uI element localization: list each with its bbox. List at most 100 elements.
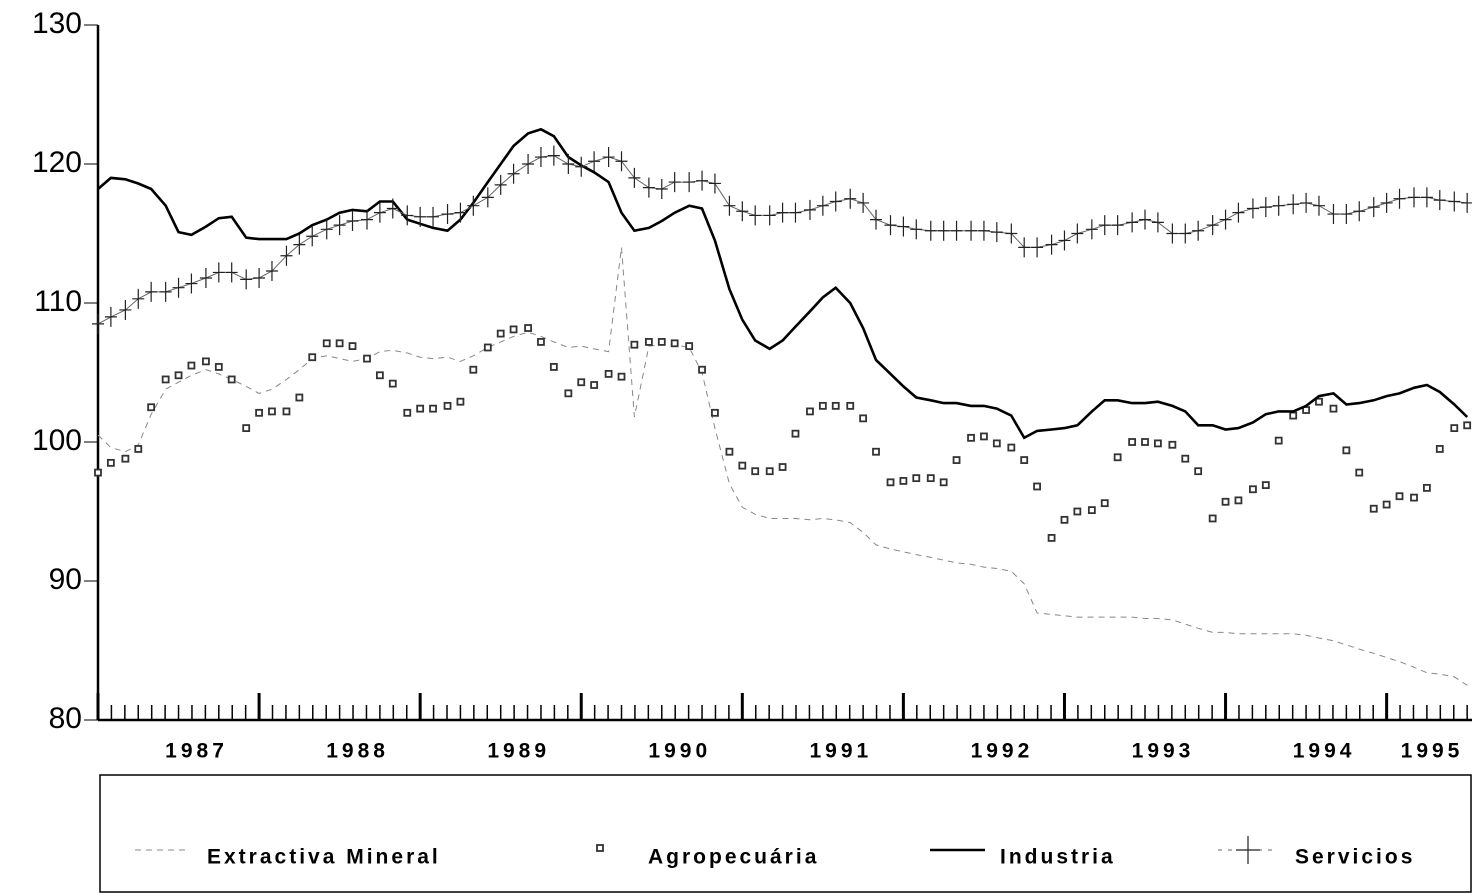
data-point (507, 163, 520, 184)
data-point (1073, 507, 1082, 516)
data-point (1206, 215, 1219, 236)
data-point (1128, 438, 1137, 446)
legend-box (99, 774, 1472, 893)
x-tick-label: 1992 (971, 740, 1034, 763)
data-point (831, 401, 840, 410)
data-point (509, 325, 518, 334)
data-point (872, 447, 880, 456)
data-point (644, 338, 653, 346)
data-point (1353, 201, 1366, 222)
data-point (897, 216, 910, 237)
data-point (655, 179, 668, 200)
data-point (886, 478, 895, 487)
data-point (161, 375, 170, 384)
data-point (240, 269, 253, 290)
data-point (990, 222, 1003, 243)
x-tick-label: 1987 (165, 740, 228, 763)
data-point (562, 154, 575, 174)
data-point (749, 205, 762, 226)
data-point (1300, 192, 1313, 213)
data-point (1126, 212, 1139, 233)
data-point (1168, 440, 1177, 449)
data-point (857, 192, 870, 213)
data-point (537, 338, 545, 346)
data-point (1139, 209, 1152, 230)
data-point (683, 172, 696, 193)
x-tick-label: 1995 (1401, 740, 1464, 763)
data-point (375, 371, 384, 380)
data-point (386, 198, 399, 219)
data-point (225, 262, 238, 283)
data-point (590, 381, 599, 389)
data-point (363, 354, 371, 363)
data-point (1393, 188, 1406, 209)
data-point (1463, 421, 1472, 430)
data-point (1382, 500, 1391, 509)
data-point (1194, 467, 1203, 476)
data-point (950, 220, 963, 241)
data-point (803, 199, 816, 220)
data-point (789, 202, 802, 223)
data-point (1261, 481, 1270, 489)
data-point (615, 151, 628, 172)
data-point (320, 219, 333, 240)
y-tick-label: 120 (32, 146, 82, 179)
data-point (1289, 411, 1298, 420)
legend-label: Extractiva Mineral (207, 846, 441, 869)
data-point (1007, 443, 1016, 452)
data-point (1249, 485, 1257, 494)
data-point (295, 393, 304, 402)
data-point (1461, 192, 1472, 213)
series-line (97, 127, 1469, 440)
data-point (926, 474, 935, 483)
data-point (202, 357, 210, 366)
data-point (1274, 436, 1283, 445)
data-point (483, 343, 492, 352)
data-point (1179, 223, 1192, 244)
data-point (870, 209, 883, 230)
x-tick-label: 1988 (326, 740, 389, 763)
data-point (145, 281, 158, 302)
data-point (778, 463, 787, 471)
data-point (924, 220, 937, 241)
data-point (977, 220, 990, 241)
data-point (575, 156, 588, 177)
data-point (172, 277, 185, 298)
data-point (992, 439, 1001, 448)
x-tick-label: 1991 (809, 740, 872, 763)
data-point (268, 407, 276, 416)
data-point (147, 403, 156, 412)
data-point (348, 342, 357, 350)
data-point (1221, 497, 1230, 506)
y-tick-label: 80 (49, 702, 82, 735)
data-point (1098, 215, 1111, 236)
data-point (1031, 237, 1044, 258)
data-point (547, 145, 560, 166)
data-point (308, 353, 317, 362)
data-point (884, 215, 897, 236)
data-point (1071, 223, 1084, 244)
data-point (1340, 204, 1353, 225)
data-point (846, 401, 855, 410)
data-point (1113, 453, 1122, 462)
data-point (481, 187, 494, 208)
data-point (456, 397, 465, 406)
data-point (1448, 191, 1461, 212)
data-point (1355, 468, 1364, 477)
data-point (965, 220, 978, 241)
data-point (134, 445, 143, 453)
legend-label: Servicios (1295, 846, 1415, 869)
data-point (94, 468, 102, 477)
data-point (1018, 237, 1031, 258)
data-point (1246, 198, 1259, 219)
data-point (738, 461, 747, 470)
data-point (469, 365, 478, 374)
data-point (630, 340, 639, 349)
data-point (1420, 187, 1433, 208)
data-point (454, 202, 467, 223)
data-point (1408, 187, 1421, 208)
data-point (1151, 212, 1164, 233)
data-point (441, 204, 454, 225)
y-tick-label: 110 (34, 285, 82, 318)
data-point (980, 432, 988, 441)
